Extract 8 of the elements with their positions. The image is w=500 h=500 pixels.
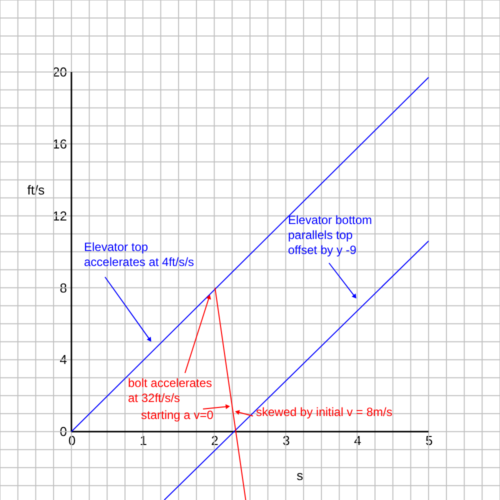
annotation: Elevator bottom parallels top offset by y -9	[288, 213, 372, 257]
annotation: skewed by initial v = 8m/s	[256, 405, 392, 419]
y-axis-title: ft/s	[27, 182, 46, 198]
annotation: starting a v=0	[141, 408, 214, 422]
y-tick-label: 12	[52, 208, 67, 224]
y-tick-label: 4	[60, 352, 67, 368]
x-axis-title: s	[296, 468, 304, 484]
annotation: Elevator top accelerates at 4ft/s/s	[84, 240, 194, 269]
